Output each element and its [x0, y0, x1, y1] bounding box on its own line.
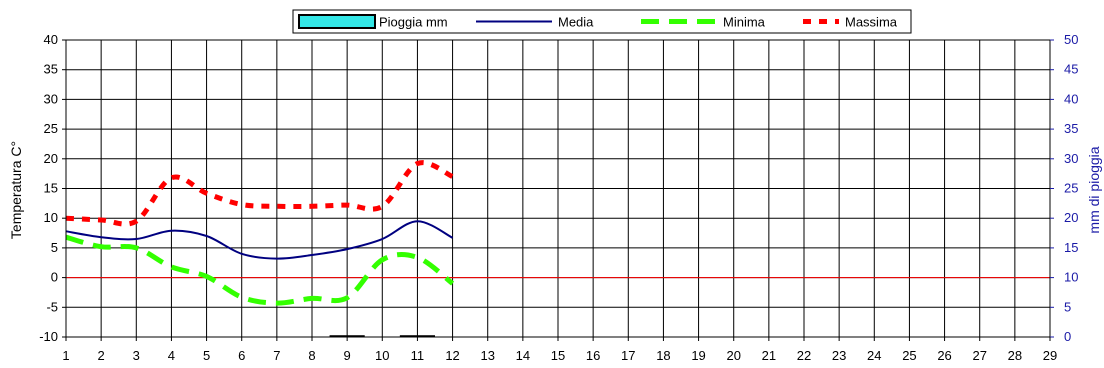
x-tick-label: 9 [344, 348, 351, 363]
x-tick-label: 7 [273, 348, 280, 363]
right-tick-label: 25 [1064, 181, 1078, 196]
left-tick-label: -10 [39, 329, 58, 344]
right-axis-ticks: 0 5 10 15 20 25 30 35 40 45 50 [1050, 32, 1078, 344]
x-axis-ticks: 1 2 3 4 5 6 7 8 9 10 11 12 13 14 15 16 17 18 19 20 21 22 23 24 2… [62, 337, 1057, 363]
y2-axis-label: mm di pioggia [1086, 146, 1102, 233]
y-axis-label: Temperatura C° [8, 141, 24, 239]
x-tick-label: 17 [621, 348, 635, 363]
x-tick-label: 22 [797, 348, 811, 363]
right-tick-label: 5 [1064, 299, 1071, 314]
left-tick-label: 5 [51, 240, 58, 255]
x-tick-label: 12 [445, 348, 459, 363]
series-line-media [65, 220, 454, 260]
left-tick-label: 25 [44, 121, 58, 136]
left-tick-label: -5 [46, 299, 58, 314]
left-tick-label: 20 [44, 151, 58, 166]
left-tick-label: 10 [44, 210, 58, 225]
x-tick-label: 8 [308, 348, 315, 363]
x-tick-label: 20 [726, 348, 740, 363]
legend-swatch-pioggia-mm [298, 14, 376, 29]
right-tick-label: 0 [1064, 329, 1071, 344]
left-tick-label: 15 [44, 181, 58, 196]
x-tick-label: 23 [832, 348, 846, 363]
x-tick-label: 2 [98, 348, 105, 363]
legend-label-media: Media [558, 15, 594, 30]
right-tick-label: 15 [1064, 240, 1078, 255]
left-tick-label: 40 [44, 32, 58, 47]
x-tick-label: 16 [586, 348, 600, 363]
legend-label-minima: Minima [723, 15, 766, 30]
right-tick-label: 50 [1064, 32, 1078, 47]
legend: Pioggia mm Media Minima Massima [292, 9, 912, 34]
x-tick-label: 18 [656, 348, 670, 363]
x-tick-label: 26 [937, 348, 951, 363]
right-tick-label: 40 [1064, 91, 1078, 106]
right-tick-label: 10 [1064, 270, 1078, 285]
x-tick-label: 14 [516, 348, 530, 363]
x-tick-label: 15 [551, 348, 565, 363]
x-tick-label: 11 [411, 348, 425, 363]
rain-bar [329, 335, 365, 337]
x-tick-label: 29 [1043, 348, 1057, 363]
right-tick-label: 35 [1064, 121, 1078, 136]
right-tick-label: 20 [1064, 210, 1078, 225]
x-tick-label: 19 [691, 348, 705, 363]
x-tick-label: 27 [972, 348, 986, 363]
right-tick-label: 30 [1064, 151, 1078, 166]
x-tick-label: 25 [902, 348, 916, 363]
x-tick-label: 6 [238, 348, 245, 363]
left-tick-label: 30 [44, 91, 58, 106]
rain-bar [399, 335, 435, 337]
series-layer [65, 160, 455, 337]
x-tick-label: 10 [375, 348, 389, 363]
x-tick-label: 28 [1008, 348, 1022, 363]
x-tick-label: 13 [480, 348, 494, 363]
x-tick-label: 3 [133, 348, 140, 363]
series-line-minima [65, 234, 455, 306]
left-tick-label: 0 [51, 270, 58, 285]
x-tick-label: 5 [203, 348, 210, 363]
left-axis-ticks: -10 -5 0 5 10 15 20 25 30 35 40 [39, 32, 66, 344]
series-line-massima [65, 160, 454, 227]
x-tick-label: 21 [762, 348, 776, 363]
legend-label-pioggia-mm: Pioggia mm [379, 15, 448, 30]
legend-box [292, 9, 912, 34]
x-tick-label: 4 [168, 348, 175, 363]
grid [65, 39, 1051, 338]
x-tick-label: 24 [867, 348, 881, 363]
right-tick-label: 45 [1064, 62, 1078, 77]
legend-label-massima: Massima [845, 15, 898, 30]
left-tick-label: 35 [44, 62, 58, 77]
x-tick-label: 1 [62, 348, 69, 363]
